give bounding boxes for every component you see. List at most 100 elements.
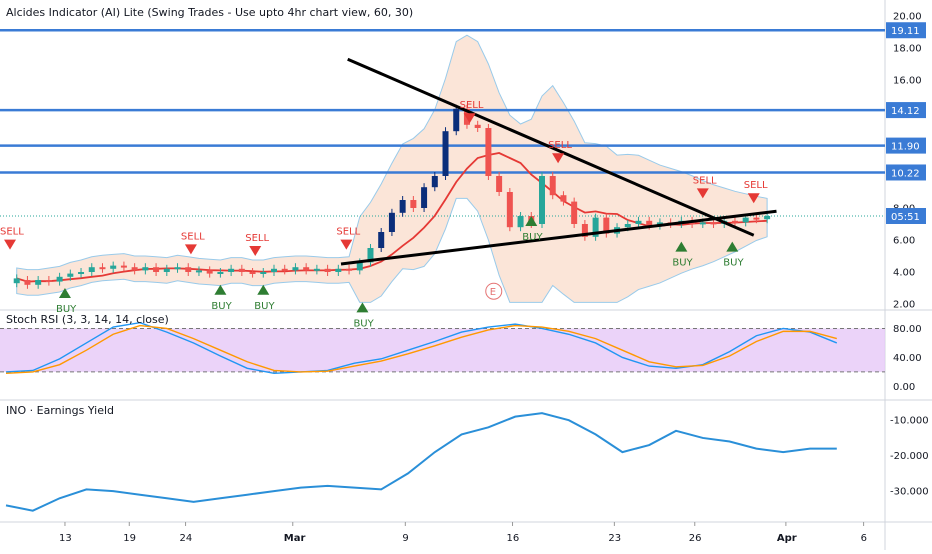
buy-arrow <box>675 241 688 252</box>
candle <box>431 176 438 188</box>
candle <box>421 187 428 208</box>
candle <box>753 217 760 220</box>
candle <box>153 267 160 272</box>
sell-arrow <box>552 153 565 164</box>
main-y-tick-label: 2.00 <box>893 300 915 311</box>
sell-arrow <box>249 246 262 256</box>
stoch-d-line <box>5 324 837 375</box>
buy-label: BUY <box>672 258 693 269</box>
candle <box>453 108 460 132</box>
sell-arrow <box>696 188 709 199</box>
sell-label: SELL <box>744 180 768 191</box>
candle <box>624 224 631 228</box>
candle <box>24 280 31 285</box>
candle <box>742 217 749 223</box>
level-price-label: 11.90 <box>891 142 920 153</box>
main-y-tick-label: 16.00 <box>893 76 922 87</box>
resistance-trendline <box>347 57 755 237</box>
candle <box>142 267 149 271</box>
earnings-yield-title: INO · Earnings Yield <box>6 404 115 417</box>
buy-label: BUY <box>56 304 77 315</box>
candle <box>635 220 642 224</box>
main-y-tick-label: 4.00 <box>893 268 915 279</box>
sell-label: SELL <box>245 233 269 244</box>
sell-label: SELL <box>460 100 484 111</box>
main-y-tick-label: 20.00 <box>893 12 922 23</box>
level-price-tag <box>886 102 926 119</box>
earnings-y-tick-label: -30.000 <box>890 487 929 498</box>
candle <box>303 267 310 271</box>
earnings-marker <box>485 282 503 300</box>
candle <box>163 268 170 272</box>
candle <box>356 262 363 271</box>
level-price-tag <box>886 164 926 181</box>
buy-label: BUY <box>522 232 543 243</box>
stoch-y-tick-label: 40.00 <box>893 353 922 364</box>
earnings-marker-label: E <box>490 287 496 298</box>
buy-arrow <box>726 241 739 252</box>
x-tick-label: 19 <box>123 533 136 544</box>
buy-arrow <box>58 288 71 298</box>
candle <box>78 272 85 274</box>
candle <box>335 268 342 272</box>
candle <box>592 217 599 237</box>
candle <box>485 128 492 176</box>
candle <box>120 265 127 268</box>
x-tick-label: 23 <box>608 533 621 544</box>
candle <box>378 232 385 248</box>
candle <box>174 267 181 270</box>
candle <box>410 200 417 208</box>
moving-average-line <box>16 152 768 283</box>
sell-arrow <box>463 113 476 124</box>
candle <box>731 220 738 223</box>
candle <box>56 276 63 282</box>
buy-label: BUY <box>254 301 275 312</box>
candle <box>571 201 578 224</box>
candle <box>539 176 545 224</box>
candle <box>228 268 235 272</box>
sell-label: SELL <box>0 227 24 238</box>
sell-arrow <box>4 239 17 250</box>
candle <box>517 216 524 228</box>
earnings-yield-line <box>5 412 837 512</box>
buy-arrow <box>257 284 270 295</box>
price-envelope <box>16 34 768 303</box>
buy-arrow <box>525 216 538 226</box>
level-price-tag <box>886 22 926 39</box>
candle <box>67 273 74 277</box>
x-tick-label: 26 <box>689 533 702 544</box>
candle <box>549 176 556 196</box>
candle <box>271 268 277 272</box>
sell-label: SELL <box>548 140 572 151</box>
candle <box>185 267 192 272</box>
candle <box>110 265 117 269</box>
x-tick-label: 6 <box>861 533 867 544</box>
candle <box>195 270 202 273</box>
x-tick-label: 24 <box>180 533 193 544</box>
candle <box>710 222 717 225</box>
buy-label: BUY <box>723 258 744 269</box>
candle <box>131 267 138 271</box>
buy-arrow <box>214 284 227 295</box>
candle <box>560 195 567 202</box>
stoch-y-tick-label: 80.00 <box>893 324 922 335</box>
stoch-y-tick-label: 0.00 <box>893 382 915 393</box>
main-pane-title: Alcides Indicator (AI) Lite (Swing Trade… <box>6 6 414 19</box>
buy-label: BUY <box>211 301 232 312</box>
candle <box>506 192 513 228</box>
earnings-y-tick-label: -10.000 <box>890 416 929 427</box>
candle <box>764 216 771 220</box>
level-price-label: 14.12 <box>891 106 920 117</box>
level-price-label: 10.22 <box>891 168 920 179</box>
sell-arrow <box>747 193 760 204</box>
earnings-y-tick-label: -20.000 <box>890 451 929 462</box>
candle <box>281 268 288 271</box>
candle <box>13 278 20 284</box>
buy-label: BUY <box>353 318 374 329</box>
sell-label: SELL <box>693 175 717 186</box>
level-price-tag <box>886 137 926 154</box>
candle <box>217 272 224 274</box>
support-trendline <box>340 209 777 266</box>
x-tick-label: 13 <box>59 533 72 544</box>
